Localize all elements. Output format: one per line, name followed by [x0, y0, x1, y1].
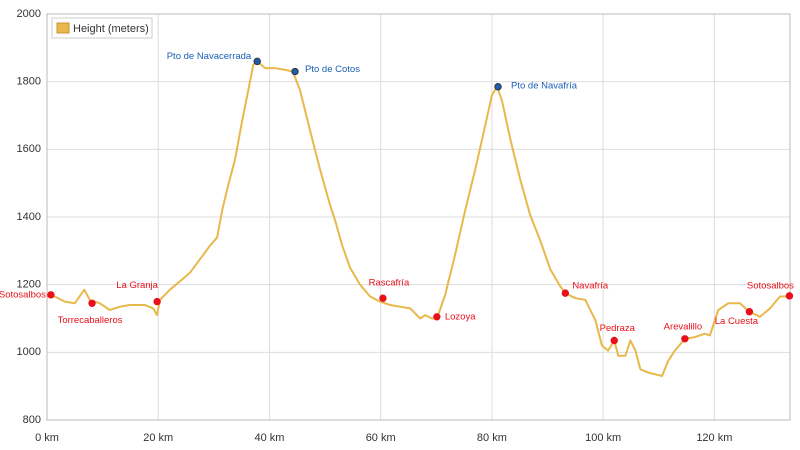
waypoint-marker	[153, 297, 161, 306]
waypoint-label: Lozoya	[445, 311, 476, 322]
x-tick-label: 20 km	[143, 432, 173, 444]
waypoint-label: Pto de Cotos	[305, 64, 360, 75]
y-tick-label: 1800	[17, 76, 41, 88]
x-tick-label: 80 km	[477, 432, 507, 444]
profile-line	[47, 60, 790, 377]
waypoint-marker	[610, 336, 618, 345]
x-tick-label: 120 km	[696, 432, 732, 444]
x-tick-label: 100 km	[585, 432, 621, 444]
waypoint-label: Torrecaballeros	[58, 315, 123, 326]
y-tick-label: 1200	[17, 279, 41, 291]
waypoint-marker	[785, 292, 794, 300]
y-tick-label: 1600	[17, 143, 41, 155]
waypoint-marker	[561, 289, 570, 297]
waypoint-label: La Cuesta	[715, 316, 759, 327]
x-tick-label: 0 km	[35, 432, 59, 444]
waypoint-label: Pedraza	[600, 323, 636, 334]
legend-box	[51, 17, 153, 39]
waypoint-marker	[291, 67, 299, 76]
waypoint-marker	[681, 335, 689, 343]
waypoint-label: Arevalillo	[664, 321, 703, 332]
waypoint-label: Sotosalbos	[747, 280, 794, 291]
waypoint-label: Navafría	[572, 281, 609, 292]
waypoint-marker	[253, 57, 261, 66]
y-tick-label: 1400	[17, 211, 41, 223]
legend-swatch	[56, 22, 70, 34]
waypoint-label: Sotosalbos	[0, 289, 46, 300]
x-tick-label: 60 km	[366, 432, 396, 444]
waypoint-label: Pto de Navafría	[511, 80, 578, 91]
waypoint-marker	[745, 308, 754, 316]
x-tick-label: 40 km	[254, 432, 284, 444]
waypoint-marker	[47, 291, 55, 299]
waypoint-marker	[494, 83, 502, 91]
waypoint-marker	[433, 313, 441, 321]
plot-frame	[46, 13, 791, 421]
y-tick-label: 2000	[17, 8, 41, 20]
y-tick-label: 800	[23, 414, 41, 426]
waypoint-marker	[88, 299, 96, 307]
waypoint-label: Pto de Navacerrada	[167, 51, 252, 62]
waypoint-label: La Granja	[116, 280, 158, 291]
legend-label: Height (meters)	[73, 23, 149, 35]
waypoint-marker	[379, 294, 387, 302]
y-tick-label: 1000	[17, 346, 41, 358]
waypoint-label: Rascafría	[369, 278, 410, 289]
